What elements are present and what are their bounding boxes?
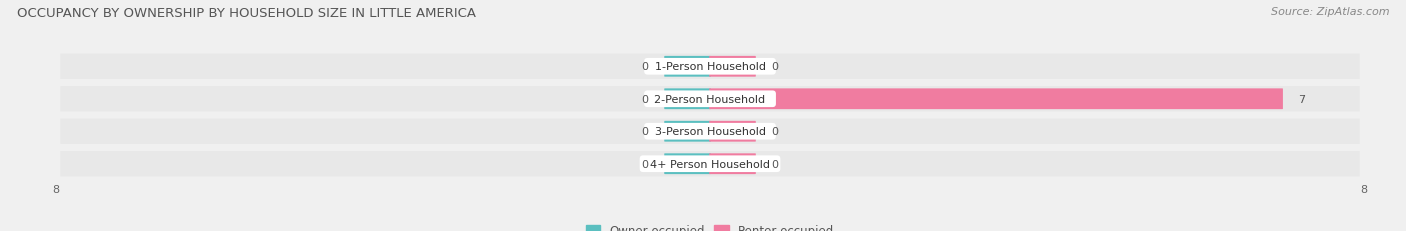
FancyBboxPatch shape xyxy=(664,89,711,110)
FancyBboxPatch shape xyxy=(60,54,1360,80)
Text: 1-Person Household: 1-Person Household xyxy=(648,62,772,72)
FancyBboxPatch shape xyxy=(709,154,756,174)
Text: 0: 0 xyxy=(641,62,648,72)
FancyBboxPatch shape xyxy=(709,121,756,142)
Text: 0: 0 xyxy=(641,127,648,137)
Text: 0: 0 xyxy=(772,62,779,72)
FancyBboxPatch shape xyxy=(709,89,1282,110)
Legend: Owner-occupied, Renter-occupied: Owner-occupied, Renter-occupied xyxy=(581,219,839,231)
FancyBboxPatch shape xyxy=(664,57,711,77)
Text: Source: ZipAtlas.com: Source: ZipAtlas.com xyxy=(1271,7,1389,17)
FancyBboxPatch shape xyxy=(60,87,1360,112)
Text: 0: 0 xyxy=(641,159,648,169)
FancyBboxPatch shape xyxy=(60,151,1360,177)
FancyBboxPatch shape xyxy=(664,154,711,174)
Text: 0: 0 xyxy=(772,127,779,137)
FancyBboxPatch shape xyxy=(664,121,711,142)
Text: 3-Person Household: 3-Person Household xyxy=(648,127,772,137)
FancyBboxPatch shape xyxy=(60,119,1360,144)
Text: 0: 0 xyxy=(641,94,648,104)
Text: 4+ Person Household: 4+ Person Household xyxy=(643,159,778,169)
Text: 2-Person Household: 2-Person Household xyxy=(648,94,772,104)
Text: 7: 7 xyxy=(1298,94,1306,104)
Text: 0: 0 xyxy=(772,159,779,169)
Text: OCCUPANCY BY OWNERSHIP BY HOUSEHOLD SIZE IN LITTLE AMERICA: OCCUPANCY BY OWNERSHIP BY HOUSEHOLD SIZE… xyxy=(17,7,475,20)
FancyBboxPatch shape xyxy=(709,57,756,77)
